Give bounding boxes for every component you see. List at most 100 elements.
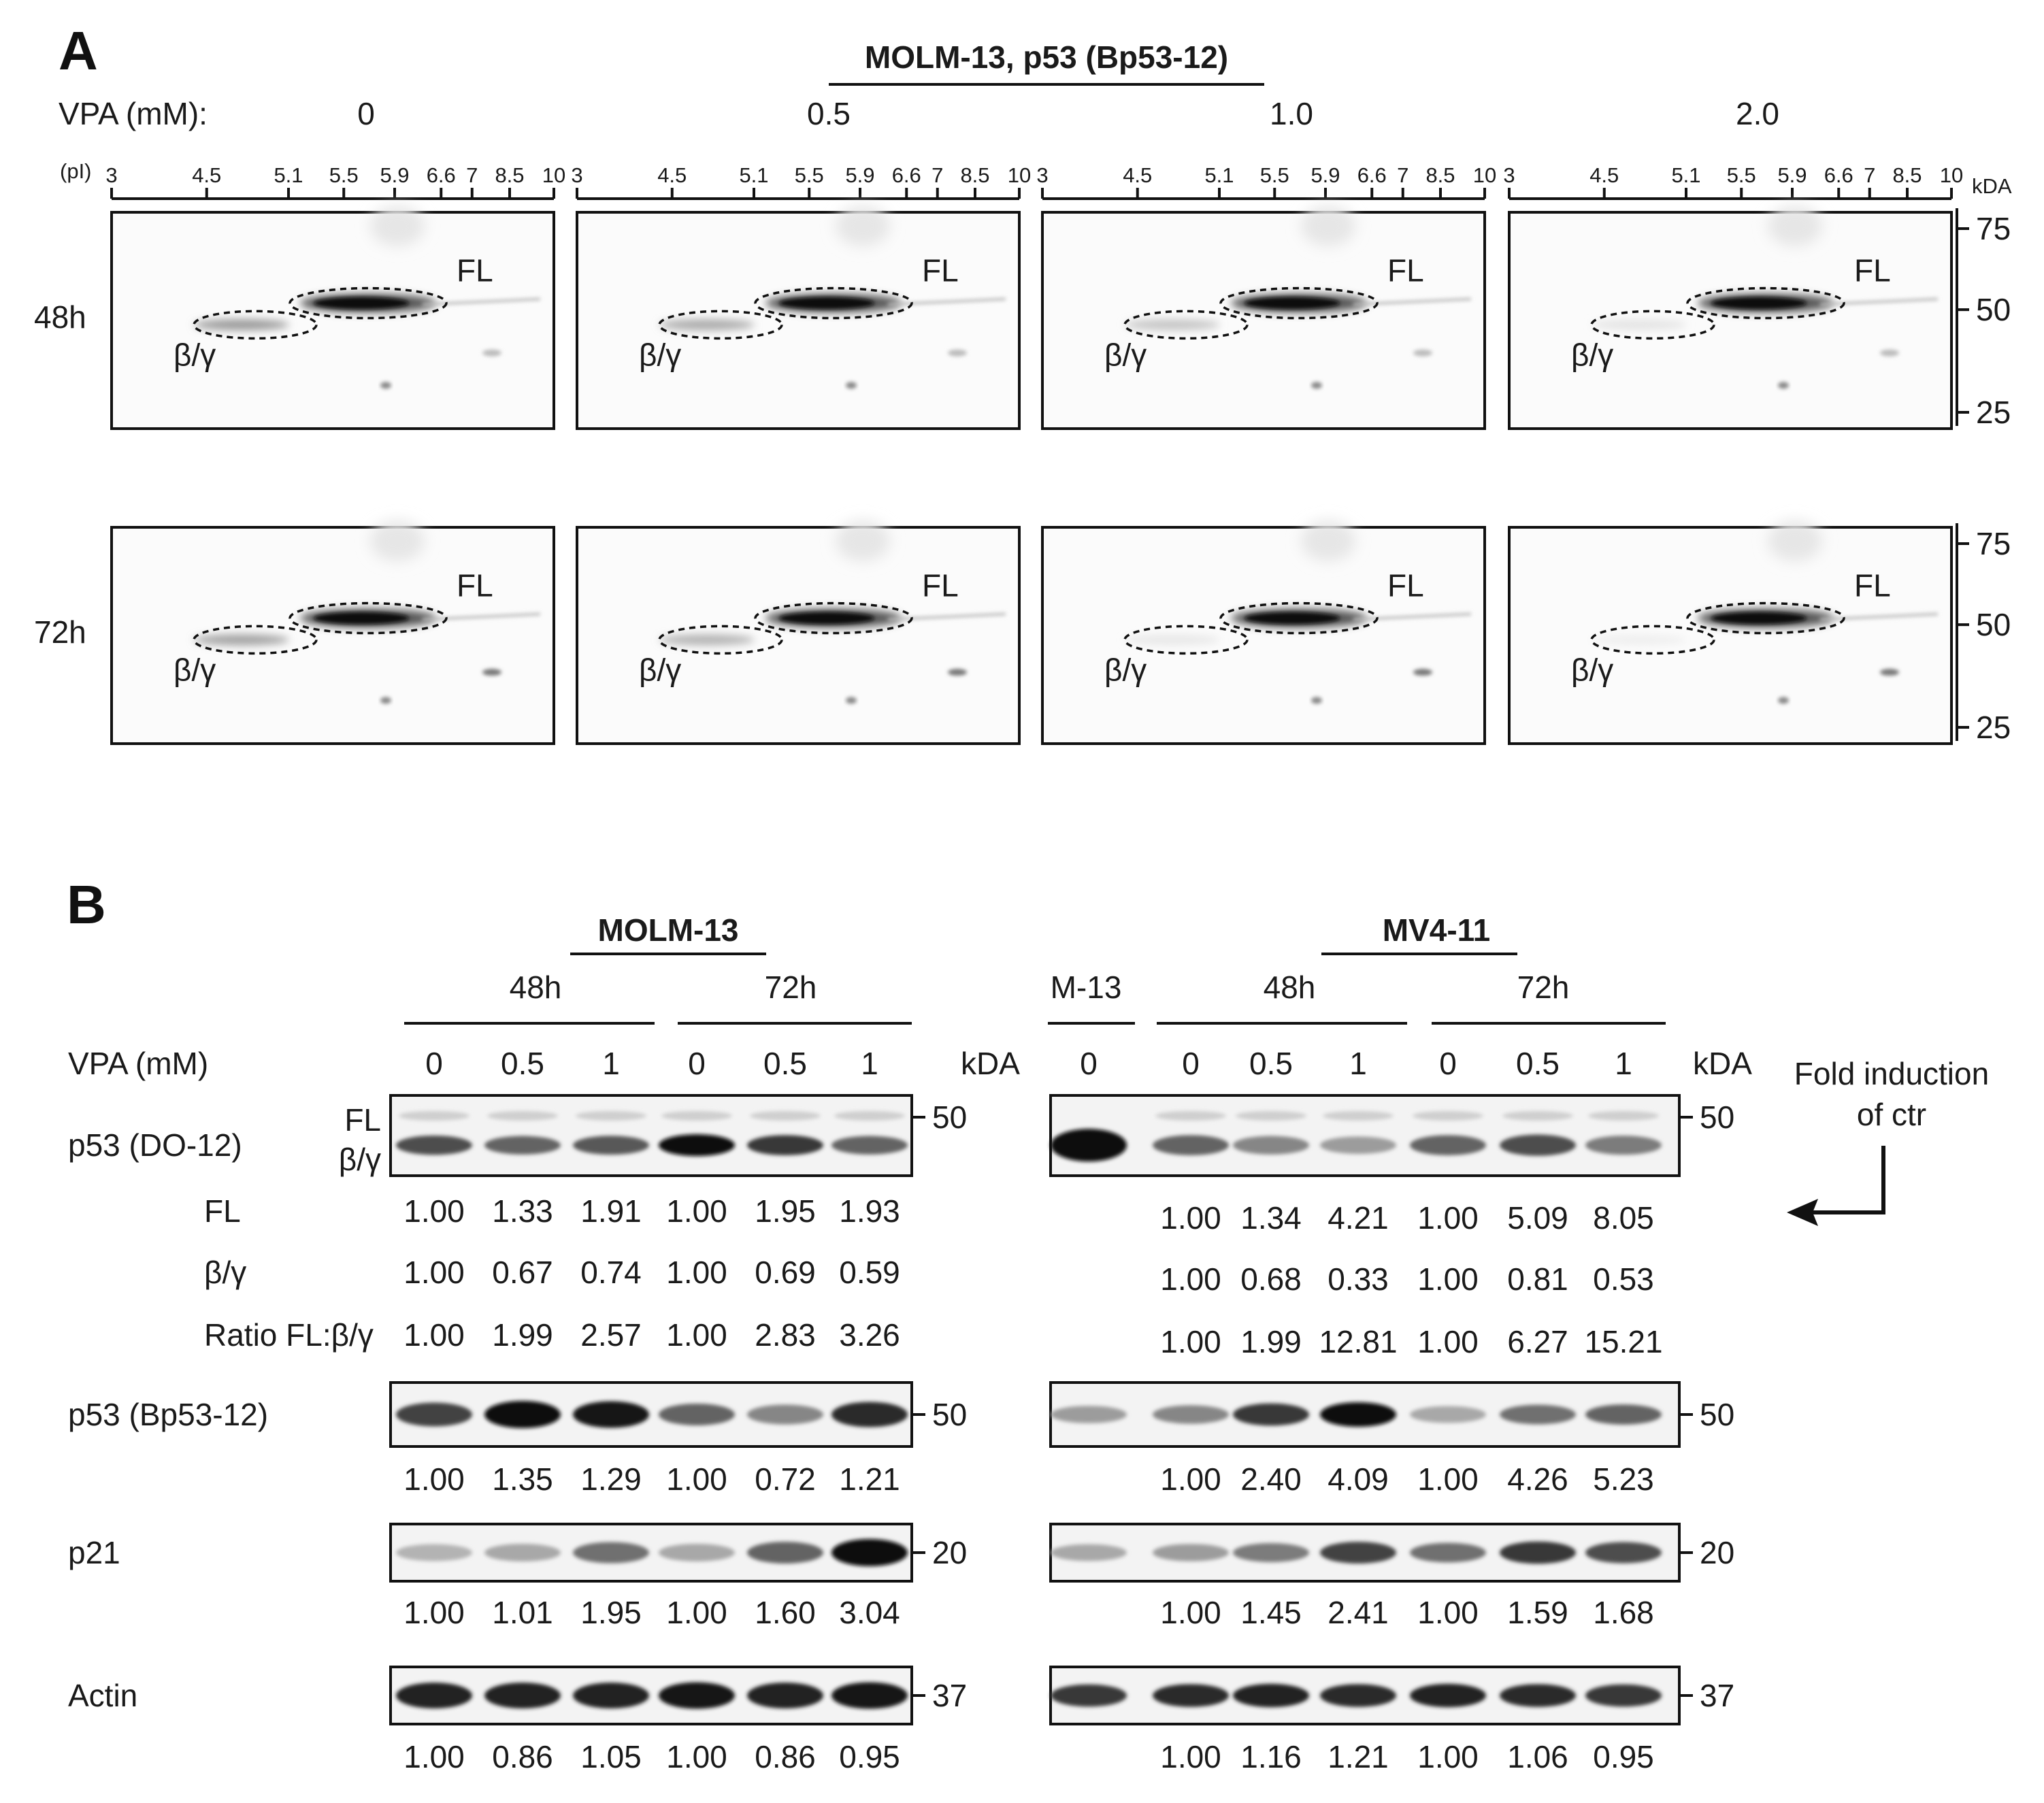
fl-band — [1588, 1111, 1659, 1121]
pi-tick-label: 8.5 — [1425, 163, 1455, 187]
conc-label-3: 2.0 — [1736, 96, 1779, 131]
bg-oval — [1590, 625, 1715, 655]
band — [1320, 1542, 1396, 1564]
band — [1585, 1136, 1662, 1155]
band — [1051, 1684, 1127, 1707]
quant-value-molm13: 1.00 — [666, 1193, 727, 1229]
quant-value-molm13: 1.29 — [580, 1461, 642, 1497]
quant-value-mv411: 1.00 — [1160, 1595, 1221, 1630]
bg-spot — [1592, 634, 1687, 646]
pi-tick-label: 8.5 — [1892, 163, 1922, 187]
bg-oval — [658, 310, 783, 340]
kda-tick-label: 75 — [1976, 526, 2011, 561]
band — [747, 1683, 823, 1708]
conc-label-2: 1.0 — [1270, 96, 1313, 131]
band — [1233, 1136, 1309, 1155]
mv411-lane-label: 0 — [1182, 1046, 1200, 1081]
fl-label: FL — [922, 253, 959, 288]
quant-value-mv411: 1.00 — [1160, 1200, 1221, 1236]
gel-streak — [1768, 520, 1822, 561]
bg-label: β/γ — [174, 652, 216, 687]
fl-label: FL — [457, 253, 493, 288]
pi-tick-label: 10 — [1940, 163, 1963, 187]
molm13-lane-label: 1 — [861, 1046, 878, 1081]
quant-value-molm13: 2.83 — [755, 1317, 816, 1353]
mv411-ref-label: M-13 — [1051, 970, 1122, 1005]
pi-tick-label: 6.6 — [1824, 163, 1853, 187]
band — [1153, 1135, 1229, 1155]
gel-panel: FL β/γ — [1508, 520, 1953, 745]
kda-label-molm13: kDA — [961, 1046, 1020, 1081]
bg-label: β/γ — [174, 337, 216, 372]
quant-value-mv411: 1.99 — [1240, 1324, 1302, 1359]
fl-band — [487, 1111, 558, 1121]
gel-frame — [576, 526, 1021, 745]
bg-spot — [1125, 634, 1220, 646]
fl-spot — [779, 612, 874, 625]
band — [1153, 1684, 1229, 1707]
fl-oval — [754, 286, 913, 320]
fl-oval — [754, 601, 913, 635]
pi-tick-label: 5.5 — [795, 163, 824, 187]
pi-axes: 3 4.5 5.1 5.5 5.9 6.6 7 8.5 10 3 4.5 5.1 5.5 5.9 6.6 7 8… — [105, 163, 1963, 200]
gel-dot — [1311, 697, 1322, 704]
quant-value-mv411: 0.81 — [1507, 1261, 1568, 1297]
band — [573, 1136, 649, 1155]
band — [1500, 1404, 1576, 1425]
fl-spot — [779, 297, 874, 310]
quant-value-molm13: 1.35 — [492, 1461, 553, 1497]
quant-value-mv411: 0.68 — [1240, 1261, 1302, 1297]
fl-label: FL — [1387, 568, 1424, 603]
band — [1410, 1542, 1486, 1563]
kda-marker-label: 50 — [1700, 1397, 1734, 1432]
quant-value-mv411: 1.68 — [1593, 1595, 1654, 1630]
gel-dot — [380, 382, 391, 389]
quant-value-mv411: 0.95 — [1593, 1739, 1654, 1774]
gel-frame — [1041, 211, 1486, 430]
quant-value-molm13: 0.86 — [492, 1739, 553, 1774]
fl-tail — [887, 612, 1006, 621]
pi-tick-label: 3 — [571, 163, 582, 187]
bg-spot — [659, 319, 755, 331]
gel-dot — [1778, 382, 1789, 389]
gel-dot — [948, 349, 967, 357]
band — [659, 1682, 735, 1709]
fl-tail — [1353, 612, 1472, 621]
band-label-fl: FL — [344, 1102, 381, 1138]
pi-tick-label: 4.5 — [192, 163, 221, 187]
quant-value-molm13: 0.74 — [580, 1255, 642, 1290]
gel-dot — [1311, 382, 1322, 389]
quant-value-mv411: 4.09 — [1328, 1461, 1389, 1497]
kda-label-a: kDA — [1972, 174, 2012, 198]
band — [484, 1136, 561, 1155]
mv411-time-72h: 72h — [1517, 970, 1570, 1005]
western-blots: FL β/γ p53 (DO-12) 50 50 FL 1.00 1.33 1.91 1.00 1.… — [68, 1094, 1734, 1774]
kda-tick-label: 50 — [1976, 292, 2011, 327]
pi-tick-label: 3 — [105, 163, 117, 187]
kda-marker-label: 50 — [932, 1397, 967, 1432]
panel-a-letter: A — [59, 20, 98, 81]
mv411-lane-label: 0 — [1439, 1046, 1457, 1081]
band — [831, 1682, 908, 1709]
pi-tick-label: 10 — [1473, 163, 1496, 187]
kda-axis-a: 75 50 25 75 50 25 — [1956, 208, 2011, 745]
pi-tick-label: 7 — [932, 163, 943, 187]
fl-band — [1236, 1111, 1306, 1121]
fl-tail — [422, 297, 541, 306]
pi-tick-label: 4.5 — [1123, 163, 1152, 187]
blot-1: p53 (Bp53-12) 50 50 1.00 1.35 1.29 1.00 0.72 1.2… — [68, 1381, 1734, 1497]
molm13-time-48h: 48h — [510, 970, 562, 1005]
quant-value-mv411: 1.21 — [1328, 1739, 1389, 1774]
band — [1320, 1136, 1396, 1154]
quant-value-molm13: 0.86 — [755, 1739, 816, 1774]
band — [1585, 1404, 1662, 1425]
blot-frame-mv411 — [1049, 1094, 1681, 1177]
blot-name: p53 (Bp53-12) — [68, 1397, 268, 1432]
molm13-header: MOLM-13 — [598, 912, 739, 948]
pi-tick-label: 10 — [1008, 163, 1031, 187]
gel-panel: FL β/γ — [110, 205, 555, 430]
blot-2: p21 20 20 1.00 1.01 1.95 1.00 1.60 3.04 1.00 1.45 2… — [68, 1523, 1734, 1630]
fl-label: FL — [457, 568, 493, 603]
fold-note-line-1: Fold induction — [1794, 1056, 1989, 1091]
kda-tick-label: 75 — [1976, 211, 2011, 246]
